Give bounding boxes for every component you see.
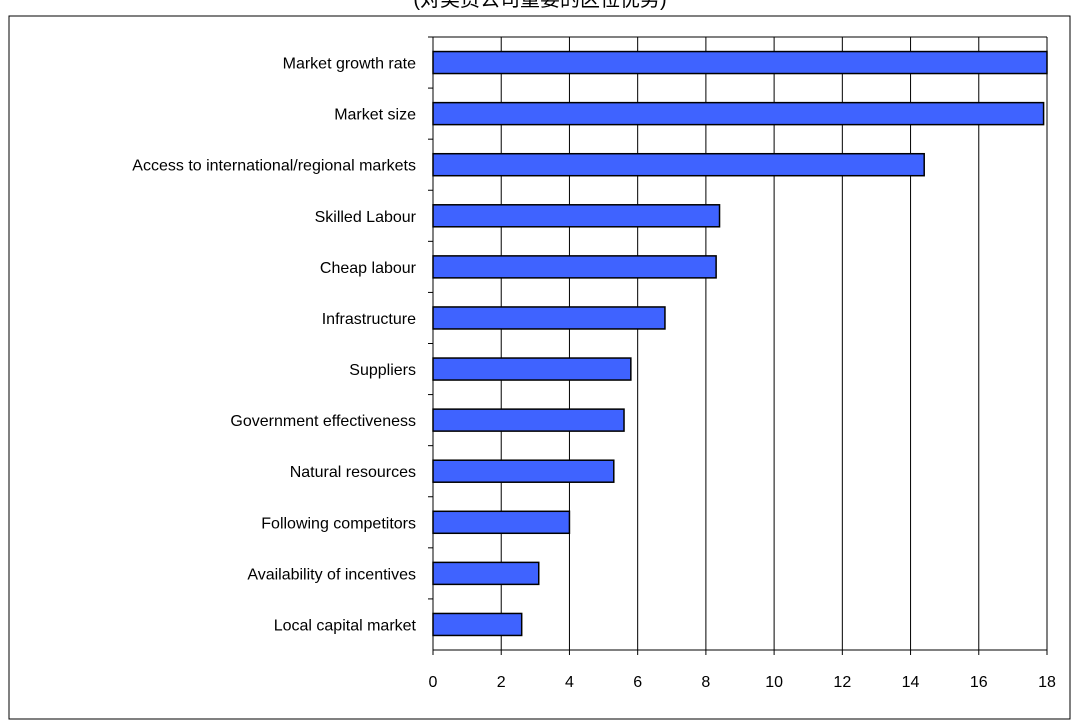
bar-6 <box>432 357 632 381</box>
bar-0 <box>432 50 1048 75</box>
category-label-10: Availability of incentives <box>247 566 416 583</box>
x-tick-labels: 0 2 4 6 8 10 12 14 16 18 <box>429 674 1056 691</box>
x-tick-label-6: 6 <box>633 674 642 691</box>
x-tick-label-16: 16 <box>970 674 988 691</box>
bar-3 <box>432 204 721 228</box>
x-tick-label-8: 8 <box>701 674 710 691</box>
x-tick-label-0: 0 <box>429 674 438 691</box>
category-label-9: Following competitors <box>261 515 416 532</box>
bar-4 <box>432 255 717 279</box>
x-tick-label-10: 10 <box>765 674 783 691</box>
x-tick-label-12: 12 <box>833 674 851 691</box>
bar-8 <box>432 459 615 483</box>
x-tick-label-14: 14 <box>902 674 920 691</box>
category-label-3: Skilled Labour <box>315 209 417 226</box>
x-tick-label-18: 18 <box>1038 674 1056 691</box>
bar-7 <box>432 408 625 432</box>
category-label-0: Market growth rate <box>283 56 416 73</box>
grid-lines <box>500 37 1048 650</box>
bar-11 <box>432 612 523 637</box>
axes <box>428 36 1048 655</box>
x-tick-label-4: 4 <box>565 674 574 691</box>
category-label-7: Government effectiveness <box>230 413 416 430</box>
x-tick-label-2: 2 <box>497 674 506 691</box>
category-label-6: Suppliers <box>349 362 416 379</box>
bar-10 <box>432 561 540 586</box>
category-label-2: Access to international/regional markets <box>132 158 416 175</box>
bar-5 <box>432 306 666 330</box>
bar-1 <box>432 101 1045 126</box>
chart-top-caption: (对美资公司重要的区位优势) <box>413 0 666 11</box>
category-label-1: Market size <box>334 107 416 124</box>
category-label-11: Local capital market <box>274 617 417 634</box>
bars <box>432 50 1048 637</box>
category-label-4: Cheap labour <box>320 260 417 277</box>
bar-9 <box>432 510 571 535</box>
category-labels: Market growth rate Market size Access to i… <box>132 56 416 635</box>
bar-2 <box>432 152 925 177</box>
category-label-8: Natural resources <box>290 464 416 481</box>
category-label-5: Infrastructure <box>322 311 416 328</box>
